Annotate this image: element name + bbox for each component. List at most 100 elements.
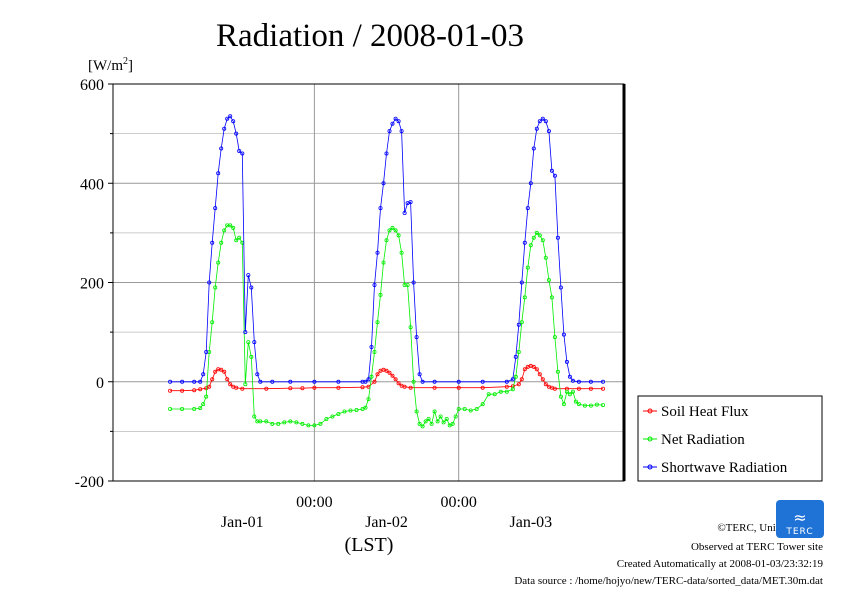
data-point: [531, 364, 536, 369]
data-point: [558, 285, 563, 290]
data-point: [306, 423, 311, 428]
data-point: [243, 382, 248, 387]
data-point: [594, 402, 599, 407]
data-point: [411, 280, 416, 285]
data-point: [537, 372, 542, 377]
legend-marker: [647, 436, 653, 442]
data-point: [601, 379, 606, 384]
legend-label: Shortwave Radiation: [661, 460, 788, 476]
data-point: [390, 121, 395, 126]
data-point: [249, 354, 254, 359]
data-point: [312, 385, 317, 390]
data-point: [324, 416, 329, 421]
data-point: [354, 407, 359, 412]
data-point: [264, 386, 269, 391]
data-point: [198, 379, 203, 384]
data-point: [540, 116, 545, 121]
data-point: [570, 378, 575, 383]
data-point: [420, 379, 425, 384]
data-point: [549, 295, 554, 300]
data-point: [363, 405, 368, 410]
data-point: [417, 421, 422, 426]
data-point: [417, 372, 422, 377]
data-point: [531, 235, 536, 240]
data-point: [201, 372, 206, 377]
data-point: [300, 421, 305, 426]
data-point: [360, 385, 365, 390]
chart-title: Radiation / 2008-01-03: [216, 18, 524, 54]
data-point: [312, 423, 317, 428]
series-shortwave-radiation: [168, 114, 606, 384]
data-point: [408, 385, 413, 390]
data-point: [447, 423, 452, 428]
data-point: [243, 330, 248, 335]
data-point: [408, 325, 413, 330]
data-point: [216, 260, 221, 265]
legend-box: [637, 395, 823, 482]
x-tick-label-time: 00:00: [296, 494, 332, 511]
data-point: [543, 382, 548, 387]
data-point: [543, 119, 548, 124]
data-point: [372, 349, 377, 354]
series-net-radiation: [168, 223, 606, 429]
data-point: [558, 394, 563, 399]
data-point: [492, 392, 497, 397]
data-point: [342, 409, 347, 414]
data-point: [525, 206, 530, 211]
data-point: [213, 369, 218, 374]
data-point: [231, 119, 236, 124]
data-point: [180, 379, 185, 384]
data-point: [252, 340, 257, 345]
data-point: [198, 387, 203, 392]
data-point: [378, 292, 383, 297]
data-point: [432, 379, 437, 384]
data-point: [393, 228, 398, 233]
data-point: [222, 126, 227, 131]
data-point: [426, 416, 431, 421]
data-point: [312, 379, 317, 384]
data-point: [168, 388, 173, 393]
data-point: [210, 320, 215, 325]
data-point: [363, 379, 368, 384]
data-point: [240, 151, 245, 156]
data-point: [369, 344, 374, 349]
data-point: [576, 386, 581, 391]
data-point: [576, 402, 581, 407]
data-point: [318, 421, 323, 426]
data-point: [216, 171, 221, 176]
data-point: [516, 322, 521, 327]
data-point: [219, 367, 224, 372]
data-point: [198, 406, 203, 411]
data-point: [513, 354, 518, 359]
observed-text: Observed at TERC Tower site: [691, 541, 823, 553]
data-point: [387, 370, 392, 375]
data-point: [168, 379, 173, 384]
data-point: [414, 335, 419, 340]
data-point: [387, 228, 392, 233]
data-point: [204, 394, 209, 399]
x-axis-ticks: 00:00 00:00 Jan-01 Jan-02 Jan-03: [221, 494, 552, 531]
data-point: [393, 116, 398, 121]
y-axis-unit: [W/m2]: [88, 56, 133, 74]
data-point: [456, 385, 461, 390]
data-point: [390, 225, 395, 230]
data-point: [366, 397, 371, 402]
data-point: [288, 386, 293, 391]
data-point: [561, 332, 566, 337]
data-point: [540, 377, 545, 382]
data-point: [552, 386, 557, 391]
data-point: [210, 240, 215, 245]
data-point: [510, 387, 515, 392]
data-point: [213, 285, 218, 290]
data-point: [387, 129, 392, 134]
legend-marker: [647, 408, 653, 414]
x-axis-label: (LST): [345, 534, 394, 556]
data-point: [222, 228, 227, 233]
terc-logo-icon: ≈ TERC: [776, 500, 824, 538]
y-tick-label: 0: [96, 375, 104, 392]
data-point: [246, 273, 251, 278]
data-point: [213, 206, 218, 211]
data-point: [540, 238, 545, 243]
data-point: [534, 367, 539, 372]
data-point: [405, 282, 410, 287]
